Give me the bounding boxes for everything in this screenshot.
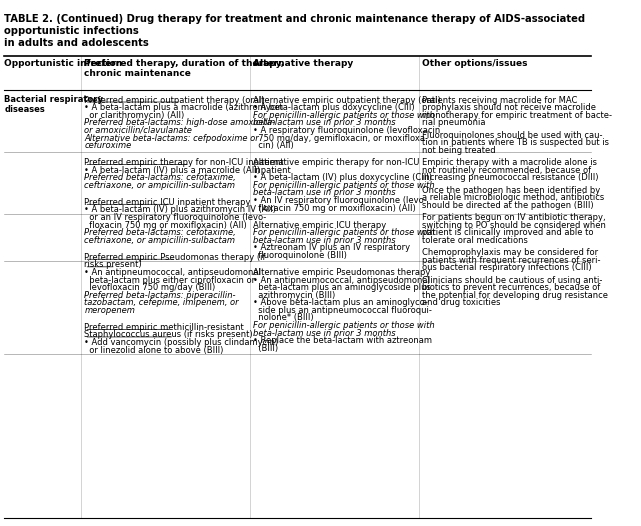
Text: • Add vancomycin (possibly plus clindamycin): • Add vancomycin (possibly plus clindamy… xyxy=(85,338,279,347)
Text: (BIII): (BIII) xyxy=(253,344,278,353)
Text: monotherapy for empiric treatment of bacte-: monotherapy for empiric treatment of bac… xyxy=(422,111,612,120)
Text: • Replace the beta-lactam with aztreonam: • Replace the beta-lactam with aztreonam xyxy=(253,336,432,345)
Text: switching to PO should be considered when: switching to PO should be considered whe… xyxy=(422,220,606,230)
Text: • An IV respiratory fluoroquinolone (levo-: • An IV respiratory fluoroquinolone (lev… xyxy=(253,196,427,205)
Text: rial pneumonia: rial pneumonia xyxy=(422,118,485,127)
Text: beta-lactam plus an aminoglycoside plus: beta-lactam plus an aminoglycoside plus xyxy=(253,283,431,292)
Text: cin) (AII): cin) (AII) xyxy=(253,141,294,150)
Text: Preferred beta-lactams: cefotaxime,: Preferred beta-lactams: cefotaxime, xyxy=(85,228,236,237)
Text: the potential for developing drug resistance: the potential for developing drug resist… xyxy=(422,291,608,300)
Text: Preferred therapy, duration of therapy,
chronic maintenance: Preferred therapy, duration of therapy, … xyxy=(85,59,285,78)
Text: or an IV respiratory fluoroquinolone (levo-: or an IV respiratory fluoroquinolone (le… xyxy=(85,213,267,222)
Text: • A beta-lactam (IV) plus a macrolide (AII): • A beta-lactam (IV) plus a macrolide (A… xyxy=(85,166,260,175)
Text: Once the pathogen has been identified by: Once the pathogen has been identified by xyxy=(422,186,600,195)
Text: meropenem: meropenem xyxy=(85,306,135,315)
Text: beta-lactam use in prior 3 months: beta-lactam use in prior 3 months xyxy=(253,118,395,127)
Text: increasing pneumococcal resistance (DIII): increasing pneumococcal resistance (DIII… xyxy=(422,173,599,183)
Text: and drug toxicities: and drug toxicities xyxy=(422,298,501,307)
Text: levofloxacin 750 mg/day (BIII): levofloxacin 750 mg/day (BIII) xyxy=(85,283,215,292)
Text: ceftriaxone, or ampicillin-sulbactam: ceftriaxone, or ampicillin-sulbactam xyxy=(85,181,235,190)
Text: beta-lactam use in prior 3 months: beta-lactam use in prior 3 months xyxy=(253,329,395,338)
Text: Alternative empiric Pseudomonas therapy: Alternative empiric Pseudomonas therapy xyxy=(253,268,431,277)
Text: beta-lactam use in prior 3 months: beta-lactam use in prior 3 months xyxy=(253,188,395,197)
Text: Other options/issues: Other options/issues xyxy=(422,59,528,68)
Text: ous bacterial respiratory infections (CIII): ous bacterial respiratory infections (CI… xyxy=(422,263,592,272)
Text: prophylaxis should not receive macrolide: prophylaxis should not receive macrolide xyxy=(422,103,596,112)
Text: azithromycin (BIII): azithromycin (BIII) xyxy=(253,291,335,300)
Text: beta-lactam plus either ciprofloxacin or: beta-lactam plus either ciprofloxacin or xyxy=(85,276,255,285)
Text: Alternative empiric therapy for non-ICU: Alternative empiric therapy for non-ICU xyxy=(253,158,419,167)
Text: a reliable microbiologic method, antibiotics: a reliable microbiologic method, antibio… xyxy=(422,193,604,202)
Text: Bacterial respiratory
diseases: Bacterial respiratory diseases xyxy=(4,95,103,114)
Text: Fluoroquinolones should be used with cau-: Fluoroquinolones should be used with cau… xyxy=(422,130,603,139)
Text: Patients receiving macrolide for MAC: Patients receiving macrolide for MAC xyxy=(422,96,578,105)
Text: tolerate oral medications: tolerate oral medications xyxy=(422,236,528,245)
Text: or linezolid alone to above (BIII): or linezolid alone to above (BIII) xyxy=(85,346,224,355)
Text: • A beta-lactam plus doxycycline (CIII): • A beta-lactam plus doxycycline (CIII) xyxy=(253,103,415,112)
Text: Staphylococcus aureus (if risks present): Staphylococcus aureus (if risks present) xyxy=(85,330,253,339)
Text: For patients begun on IV antibiotic therapy,: For patients begun on IV antibiotic ther… xyxy=(422,213,606,222)
Text: inpatient: inpatient xyxy=(253,166,291,175)
Text: tazobactam, cefepime, imipenem, or: tazobactam, cefepime, imipenem, or xyxy=(85,298,239,307)
Text: or clarithromycin) (AII): or clarithromycin) (AII) xyxy=(85,111,185,120)
Text: Preferred empiric methicillin-resistant: Preferred empiric methicillin-resistant xyxy=(85,323,244,332)
Text: Preferred beta-lactams: cefotaxime,: Preferred beta-lactams: cefotaxime, xyxy=(85,173,236,183)
Text: For penicillin-allergic patients or those with: For penicillin-allergic patients or thos… xyxy=(253,321,435,330)
Text: • Above beta-lactam plus an aminoglyco-: • Above beta-lactam plus an aminoglyco- xyxy=(253,298,428,307)
Text: nolone* (BIII): nolone* (BIII) xyxy=(253,313,313,322)
Text: should be directed at the pathogen (BIII): should be directed at the pathogen (BIII… xyxy=(422,201,594,210)
Text: For penicillin-allergic patients or those with: For penicillin-allergic patients or thos… xyxy=(253,228,435,237)
Text: Chemoprophylaxis may be considered for: Chemoprophylaxis may be considered for xyxy=(422,248,598,257)
Text: patient is clinically improved and able to: patient is clinically improved and able … xyxy=(422,228,594,237)
Text: • An antipneumococcal, antipseudomonal: • An antipneumococcal, antipseudomonal xyxy=(253,276,430,285)
Text: • A beta-lactam (IV) plus doxycycline (CIII): • A beta-lactam (IV) plus doxycycline (C… xyxy=(253,173,432,183)
Text: Clinicians should be cautious of using anti-: Clinicians should be cautious of using a… xyxy=(422,276,603,285)
Text: patients with frequent recurrences of seri-: patients with frequent recurrences of se… xyxy=(422,256,601,265)
Text: For penicillin-allergic patients or those with: For penicillin-allergic patients or thos… xyxy=(253,181,435,190)
Text: Alternative beta-lactams: cefpodoxime or: Alternative beta-lactams: cefpodoxime or xyxy=(85,134,259,143)
Text: ceftriaxone, or ampicillin-sulbactam: ceftriaxone, or ampicillin-sulbactam xyxy=(85,236,235,245)
Text: • An antipneumococcal, antipseudomonal: • An antipneumococcal, antipseudomonal xyxy=(85,268,261,277)
Text: risks present): risks present) xyxy=(85,260,142,269)
Text: • A beta-lactam (IV) plus azithromycin IV (AII): • A beta-lactam (IV) plus azithromycin I… xyxy=(85,206,276,215)
Text: Alternative therapy: Alternative therapy xyxy=(253,59,353,68)
Text: cefuroxime: cefuroxime xyxy=(85,141,131,150)
Text: Preferred beta-lactams: piperacillin-: Preferred beta-lactams: piperacillin- xyxy=(85,291,236,300)
Text: Preferred empiric ICU inpatient therapy: Preferred empiric ICU inpatient therapy xyxy=(85,198,251,207)
Text: Opportunistic infection: Opportunistic infection xyxy=(4,59,122,68)
Text: • A respiratory fluoroquinolone (levofloxacin: • A respiratory fluoroquinolone (levoflo… xyxy=(253,126,440,135)
Text: • Aztreonam IV plus an IV respiratory: • Aztreonam IV plus an IV respiratory xyxy=(253,244,410,252)
Text: or amoxicillin/clavulanate: or amoxicillin/clavulanate xyxy=(85,126,192,135)
Text: Preferred empiric outpatient therapy (oral): Preferred empiric outpatient therapy (or… xyxy=(85,96,265,105)
Text: Preferred beta-lactams: high-dose amoxicillin: Preferred beta-lactams: high-dose amoxic… xyxy=(85,118,276,127)
Text: Alternative empiric outpatient therapy (oral): Alternative empiric outpatient therapy (… xyxy=(253,96,441,105)
Text: Preferred empiric Pseudomonas therapy (if: Preferred empiric Pseudomonas therapy (i… xyxy=(85,253,266,262)
Text: 750 mg/day, gemifloxacin, or moxifloxa-: 750 mg/day, gemifloxacin, or moxifloxa- xyxy=(253,134,428,143)
Text: Preferred empiric therapy for non-ICU inpatient: Preferred empiric therapy for non-ICU in… xyxy=(85,158,284,167)
Text: TABLE 2. (Continued) Drug therapy for treatment and chronic maintenance therapy : TABLE 2. (Continued) Drug therapy for tr… xyxy=(4,15,585,48)
Text: Alternative empiric ICU therapy: Alternative empiric ICU therapy xyxy=(253,220,387,230)
Text: fluoroquinolone (BIII): fluoroquinolone (BIII) xyxy=(253,251,347,260)
Text: Empiric therapy with a macrolide alone is: Empiric therapy with a macrolide alone i… xyxy=(422,158,597,167)
Text: tion in patients where TB is suspected but is: tion in patients where TB is suspected b… xyxy=(422,138,609,147)
Text: side plus an antipneumococcal fluoroqui-: side plus an antipneumococcal fluoroqui- xyxy=(253,306,432,315)
Text: not being treated: not being treated xyxy=(422,146,495,155)
Text: • A beta-lactam plus a macrolide (azithromycin: • A beta-lactam plus a macrolide (azithr… xyxy=(85,103,283,112)
Text: biotics to prevent recurrences, because of: biotics to prevent recurrences, because … xyxy=(422,283,600,292)
Text: not routinely recommended, because of: not routinely recommended, because of xyxy=(422,166,591,175)
Text: floxacin 750 mg or moxifloxacin) (AII): floxacin 750 mg or moxifloxacin) (AII) xyxy=(253,204,416,213)
Text: beta-lactam use in prior 3 months: beta-lactam use in prior 3 months xyxy=(253,236,395,245)
Text: floxacin 750 mg or moxifloxacin) (AII): floxacin 750 mg or moxifloxacin) (AII) xyxy=(85,220,247,230)
Text: For penicillin-allergic patients or those with: For penicillin-allergic patients or thos… xyxy=(253,111,435,120)
